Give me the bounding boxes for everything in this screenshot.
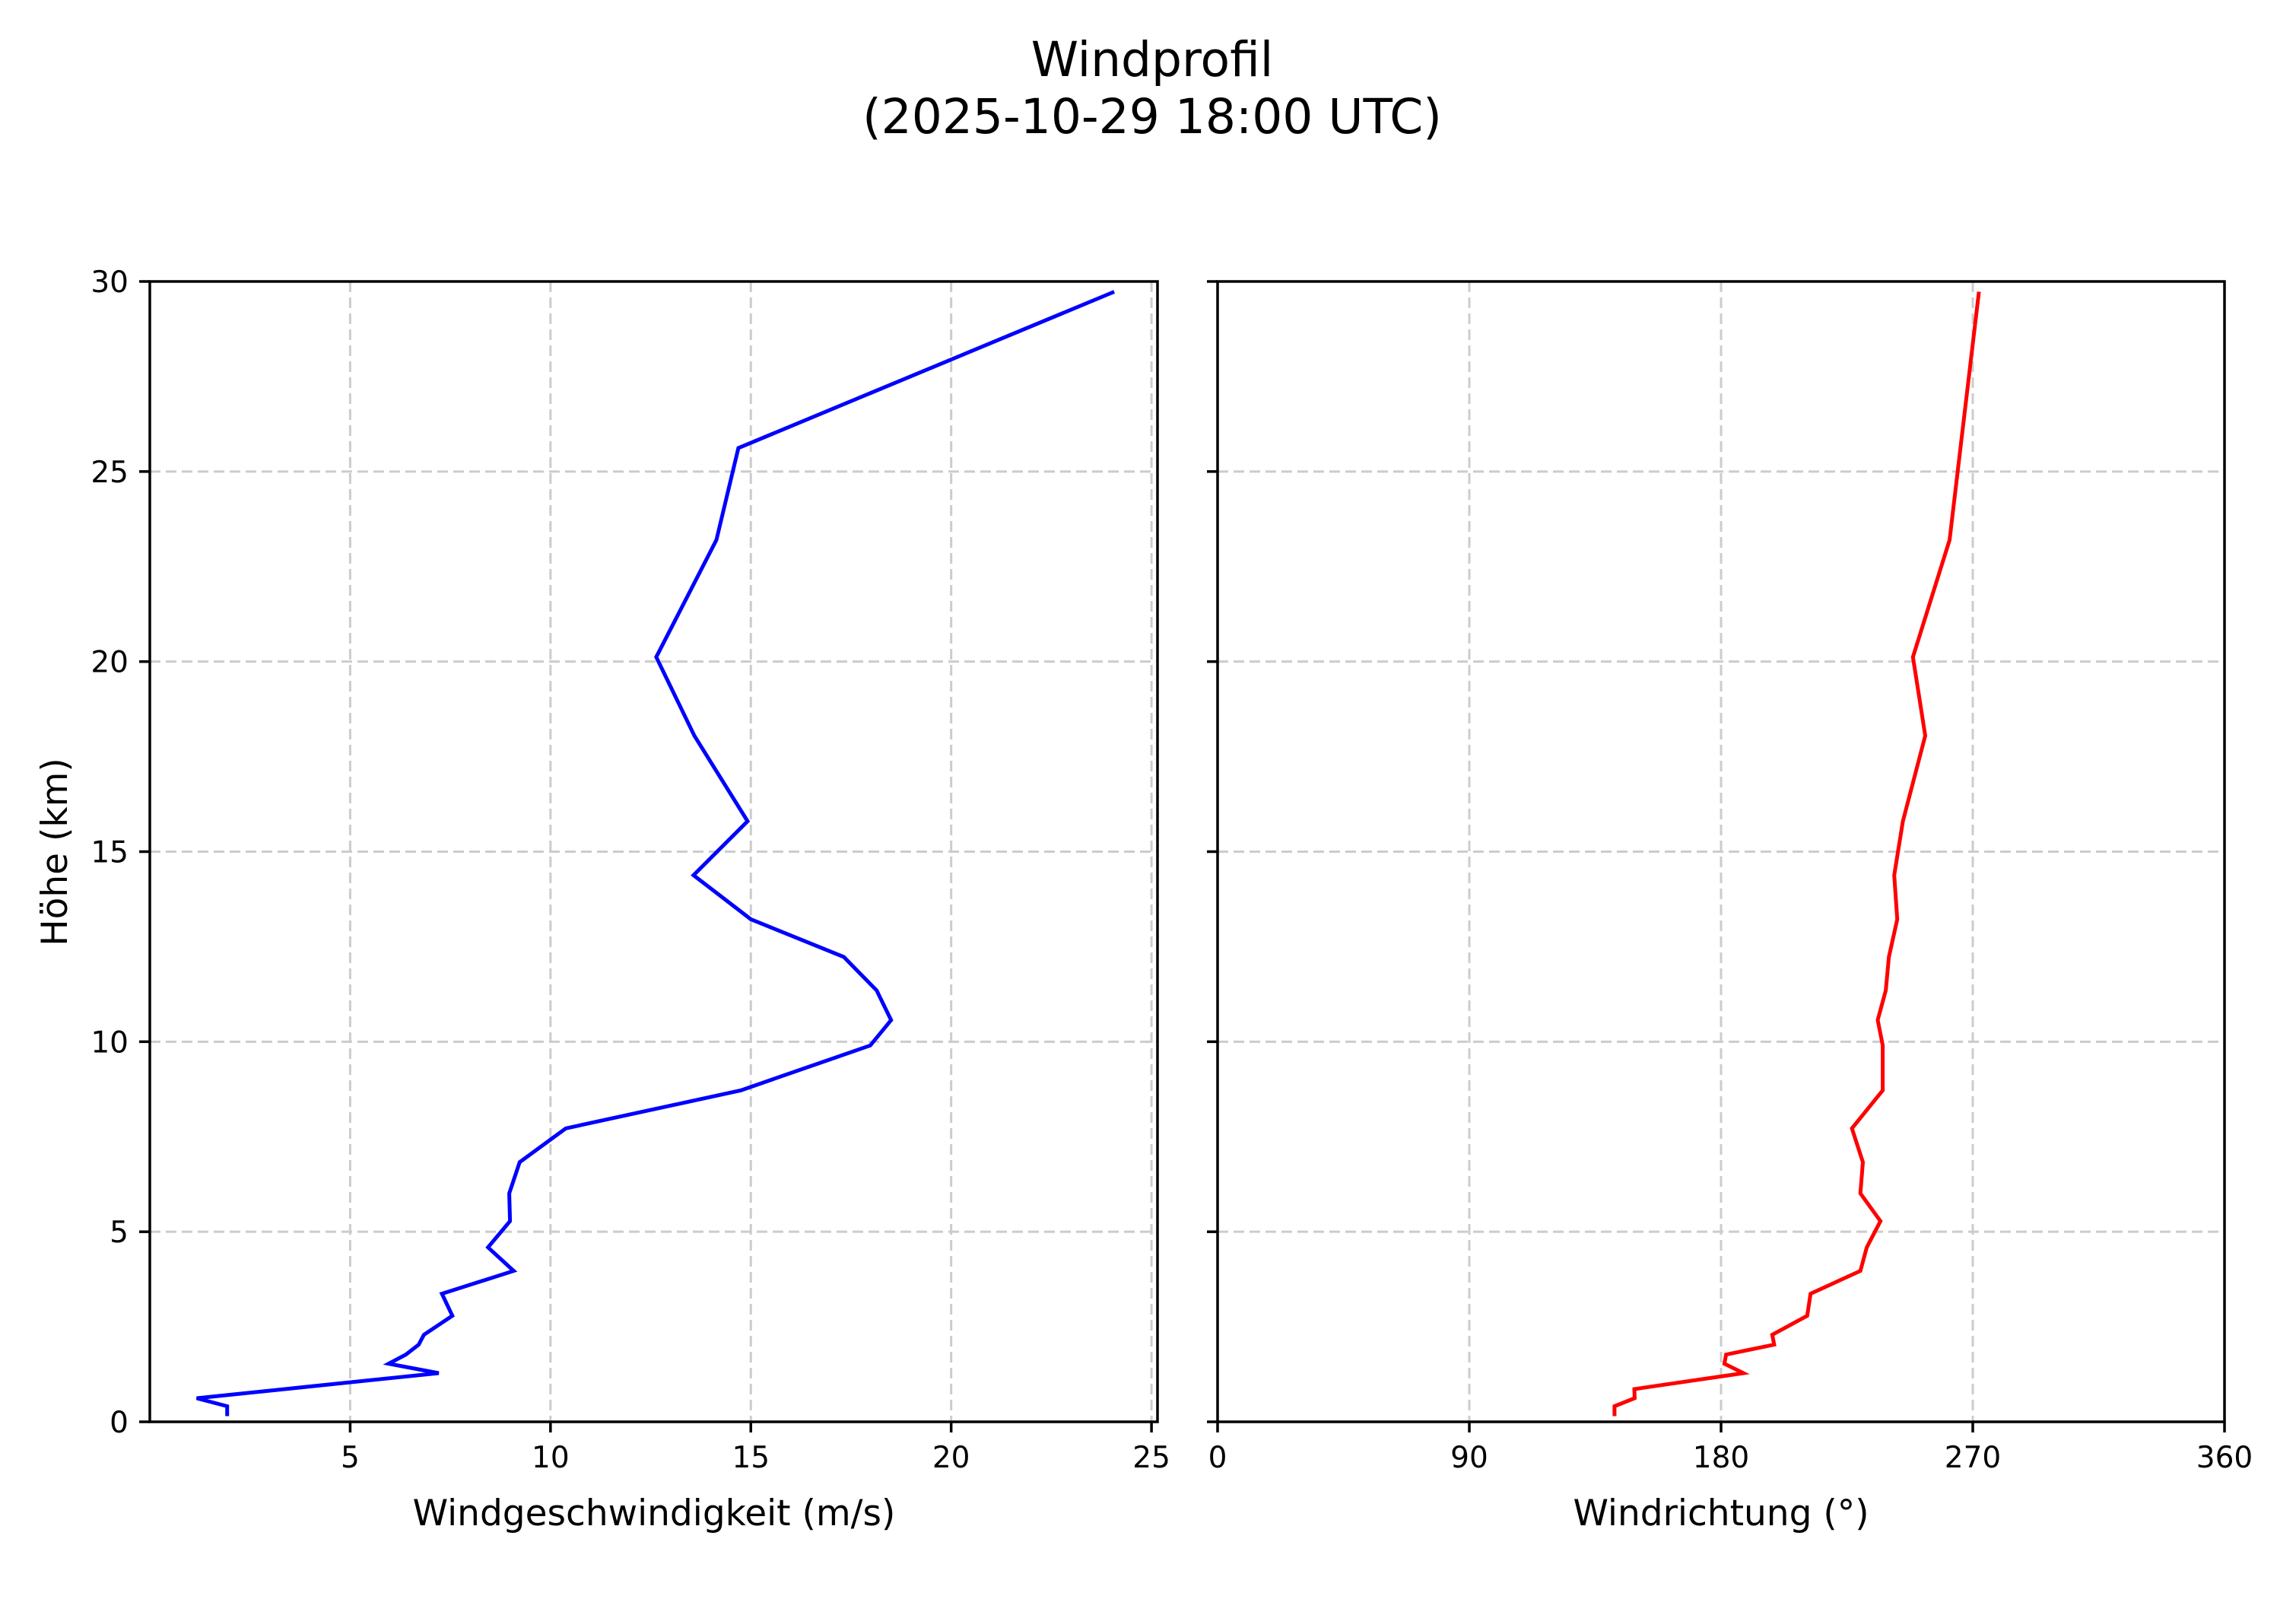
y-tick-label: 0 (110, 1406, 129, 1440)
x-tick-label: 15 (732, 1441, 770, 1475)
y-tick-label: 25 (91, 456, 129, 490)
figure-title: Windprofil (1031, 32, 1274, 87)
height-ylabel: Höhe (km) (34, 758, 76, 946)
x-tick-label: 10 (532, 1441, 570, 1475)
x-tick-label: 180 (1693, 1441, 1749, 1475)
wind-speed-grid (150, 281, 1158, 1422)
wind-direction-panel: 0 90 180 270 360 Windrichtung (°) (1207, 280, 2253, 1534)
x-tick-label: 0 (1208, 1441, 1227, 1475)
wind-direction-line (1612, 291, 1981, 1416)
y-tick-label: 10 (91, 1025, 129, 1060)
figure-subtitle: (2025-10-29 18:00 UTC) (862, 89, 1442, 145)
x-tick-label: 90 (1450, 1441, 1488, 1475)
x-tick-label: 25 (1132, 1441, 1170, 1475)
x-tick-label: 360 (2196, 1441, 2253, 1475)
x-tick-label: 20 (932, 1441, 970, 1475)
wind-direction-xlabel: Windrichtung (°) (1573, 1493, 1869, 1534)
y-tick-label: 5 (110, 1216, 129, 1250)
wind-direction-grid (1218, 281, 2225, 1422)
x-tick-label: 5 (341, 1441, 360, 1475)
y-tick-label: 15 (91, 836, 129, 870)
wind-speed-ticks: 5 10 15 20 25 0 5 10 15 20 25 30 (91, 265, 1170, 1475)
wind-direction-ticks: 0 90 180 270 360 (1207, 280, 2253, 1475)
wind-speed-line (195, 290, 1116, 1416)
wind-speed-xlabel: Windgeschwindigkeit (m/s) (413, 1493, 896, 1534)
y-tick-label: 30 (91, 265, 129, 300)
wind-speed-panel: 5 10 15 20 25 0 5 10 15 20 25 30 Windgeschwindigkei… (34, 265, 1170, 1534)
x-tick-label: 270 (1945, 1441, 2001, 1475)
y-tick-label: 20 (91, 646, 129, 680)
